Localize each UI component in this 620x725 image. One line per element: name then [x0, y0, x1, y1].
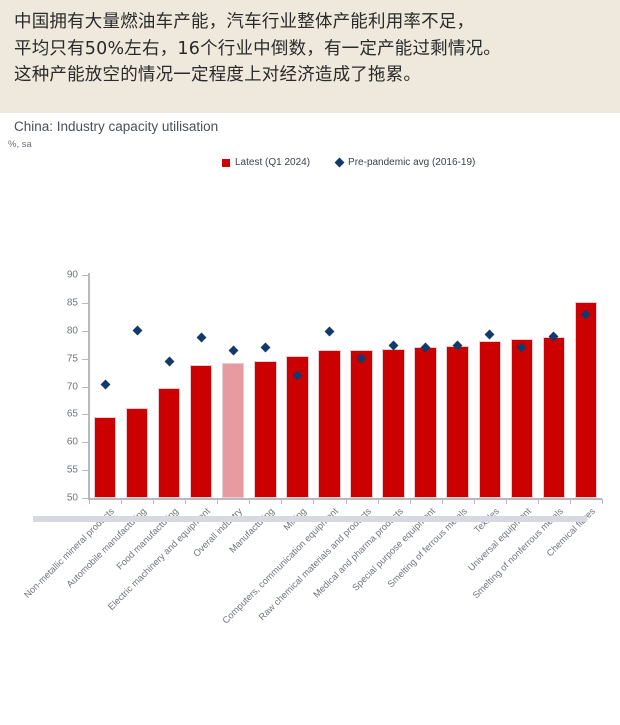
x-axis-tick-mark: [153, 499, 155, 504]
y-axis-tick-mark: [82, 414, 88, 416]
x-axis-tick-mark: [441, 499, 443, 504]
scatter-marker: [228, 345, 239, 356]
y-axis-tick-mark: [82, 358, 88, 360]
scatter-marker: [164, 357, 175, 367]
scatter-marker: [196, 332, 207, 343]
legend-item-latest: Latest (Q1 2024): [222, 157, 310, 168]
y-axis-tick-mark: [82, 386, 88, 388]
scatter-marker: [132, 325, 143, 336]
bar: [350, 350, 373, 498]
y-axis-tick-label: 50: [66, 492, 78, 504]
bar: [222, 362, 245, 498]
x-axis-tick-mark: [249, 499, 251, 504]
x-axis-tick-mark: [409, 499, 411, 504]
y-axis-tick-label: 80: [66, 325, 78, 337]
diamond-marker-icon: [334, 157, 345, 168]
square-marker-icon: [222, 158, 230, 167]
y-axis-tick-label: 85: [66, 297, 78, 309]
x-axis-tick-label: Textiles: [282, 506, 501, 725]
bar: [254, 360, 277, 498]
y-axis-tick-label: 55: [66, 464, 78, 476]
bar: [157, 388, 181, 498]
legend-label-prepandemic: Pre-pandemic avg (2016-19): [348, 157, 476, 168]
header-line-2: 平均只有50%左右，16个行业中倒数，有一定产能过剩情况。: [14, 38, 501, 59]
x-axis-tick-mark: [281, 499, 283, 504]
y-axis-tick-label: 75: [66, 353, 78, 365]
legend-item-prepandemic: Pre-pandemic avg (2016-19): [334, 157, 476, 168]
y-axis-tick-mark: [82, 442, 88, 444]
bar: [510, 339, 534, 498]
bar: [414, 347, 437, 498]
y-axis-tick-mark: [82, 275, 88, 276]
bar: [125, 408, 149, 498]
bar: [478, 341, 501, 498]
x-axis-tick-mark: [89, 499, 90, 504]
bar: [318, 350, 341, 498]
bar: [446, 345, 469, 498]
footer-divider: [33, 516, 587, 522]
x-axis-tick-mark: [121, 499, 123, 504]
scatter-marker: [484, 329, 495, 340]
bar: [542, 337, 566, 498]
x-axis-tick-mark: [505, 499, 507, 504]
y-axis-tick-label: 90: [66, 269, 78, 281]
y-axis-tick-mark: [82, 330, 88, 332]
x-axis-tick-mark: [377, 499, 379, 504]
chart-legend: Latest (Q1 2024) Pre-pandemic avg (2016-…: [222, 157, 475, 168]
x-axis-tick-mark: [537, 499, 539, 504]
scatter-marker: [260, 342, 271, 353]
y-axis-tick-label: 60: [66, 436, 78, 448]
scatter-marker: [324, 326, 335, 337]
bar: [574, 301, 598, 498]
header-line-3: 这种产能放空的情况一定程度上对经济造成了拖累。: [14, 65, 422, 86]
y-axis-tick-mark: [82, 470, 88, 472]
y-axis-tick-label: 70: [66, 381, 78, 392]
x-axis-tick-mark: [217, 499, 219, 504]
bar: [93, 417, 117, 498]
scatter-marker: [100, 379, 110, 390]
x-axis-tick-mark: [569, 499, 571, 504]
x-axis-tick-mark: [602, 499, 603, 504]
header-line-1: 中国拥有大量燃油车产能，汽车行业整体产能利用率不足，: [14, 12, 475, 32]
y-axis-line: [88, 273, 90, 500]
chart-title: China: Industry capacity utilisation: [14, 119, 219, 134]
legend-label-latest: Latest (Q1 2024): [235, 157, 311, 168]
x-axis-tick-mark: [345, 499, 347, 504]
header-banner: 中国拥有大量燃油车产能，汽车行业整体产能利用率不足， 平均只有50%左右，16个…: [0, 0, 620, 113]
bar: [189, 364, 213, 498]
bar: [286, 356, 309, 498]
y-axis-tick-mark: [82, 302, 88, 304]
bar: [382, 348, 405, 498]
chart-panel: China: Industry capacity utilisation %, …: [0, 113, 620, 626]
chart-subtitle: %, sa: [8, 139, 32, 150]
x-axis-tick-mark: [473, 499, 475, 504]
x-axis-tick-mark: [185, 499, 187, 504]
x-axis-line: [88, 498, 602, 500]
x-axis-tick-label: Smelting of ferrous metals: [385, 506, 469, 590]
y-axis-tick-label: 65: [66, 408, 78, 420]
x-axis-tick-mark: [313, 499, 315, 504]
y-axis-tick-mark: [82, 498, 88, 499]
